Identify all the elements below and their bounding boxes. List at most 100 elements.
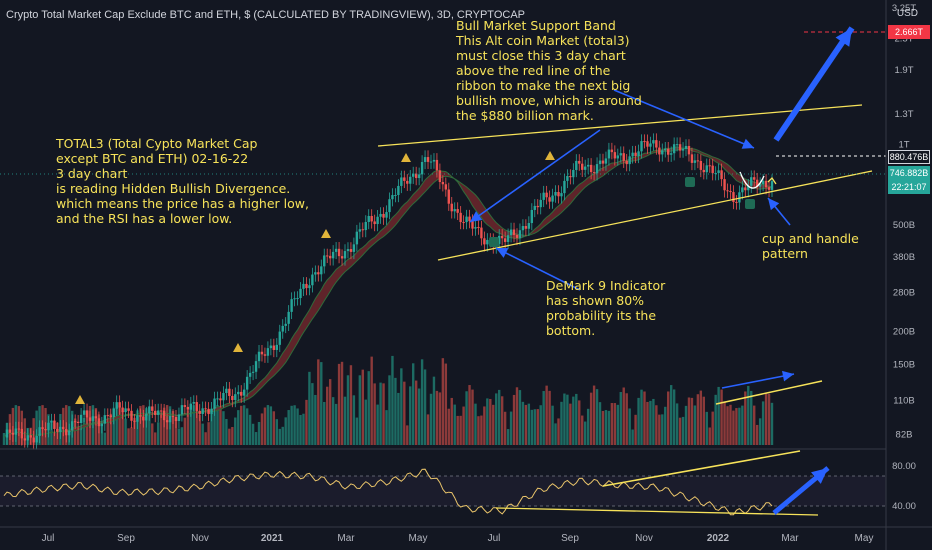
- warning-marker: [75, 395, 85, 404]
- candle-body: [770, 181, 774, 190]
- candle-body: [572, 169, 575, 178]
- candle-body: [601, 160, 605, 164]
- candle-body: [646, 141, 649, 147]
- candle-body: [320, 266, 323, 275]
- candle-body: [640, 141, 643, 152]
- volume-bar: [761, 401, 765, 445]
- candle-body: [225, 388, 228, 393]
- volume-bar: [414, 380, 418, 445]
- candle-body: [649, 143, 652, 147]
- candle-body: [251, 371, 255, 373]
- warning-marker: [401, 153, 411, 162]
- volume-arrow-shaft: [721, 373, 795, 389]
- volume-bar: [355, 417, 359, 445]
- candle-body: [240, 391, 243, 396]
- candle-body: [444, 184, 448, 190]
- candle-body: [578, 160, 581, 164]
- volume-bar: [583, 421, 587, 445]
- candle-body: [142, 416, 145, 421]
- volume-bar: [391, 355, 394, 445]
- candle-body: [136, 415, 139, 422]
- candle-body: [38, 427, 41, 436]
- rsi-line: [3, 468, 773, 516]
- candle-body: [542, 192, 545, 200]
- candle-body: [97, 418, 101, 427]
- time-axis-label: May: [409, 533, 428, 544]
- candle-body: [414, 173, 418, 179]
- candle-body: [231, 395, 234, 401]
- candle-body: [349, 249, 353, 252]
- candle-body: [672, 144, 676, 154]
- warning-marker: [321, 229, 331, 238]
- candle-body: [616, 155, 620, 159]
- price-axis-label: 82B: [896, 430, 913, 441]
- volume-bar: [210, 413, 213, 445]
- volume-bar: [705, 411, 708, 445]
- volume-bar: [560, 401, 563, 445]
- candle-body: [186, 406, 190, 410]
- candle-body: [474, 227, 477, 229]
- volume-bar: [735, 408, 738, 445]
- volume-trend-line: [715, 380, 823, 405]
- volume-bar: [539, 405, 542, 445]
- volume-bar: [592, 385, 596, 445]
- candle-body: [767, 187, 771, 190]
- candle-body: [340, 256, 344, 259]
- candle-body: [367, 215, 370, 222]
- candle-body: [201, 408, 204, 415]
- volume-bar: [320, 362, 323, 445]
- volume-bar: [720, 389, 723, 445]
- volume-bar: [601, 410, 605, 445]
- volume-bar: [423, 369, 427, 445]
- volume-bar: [521, 401, 525, 445]
- volume-bar: [171, 411, 175, 445]
- volume-bar: [631, 429, 634, 445]
- volume-bar: [684, 405, 688, 445]
- time-axis-label: 2021: [261, 533, 284, 544]
- candle-body: [385, 212, 388, 218]
- volume-bar: [373, 383, 376, 445]
- cup-arrow: [767, 197, 791, 226]
- candle-body: [441, 182, 445, 185]
- volume-bar: [711, 411, 714, 445]
- volume-bar: [174, 418, 178, 445]
- volume-bar: [575, 393, 578, 445]
- volume-bar: [403, 381, 406, 445]
- candle-body: [323, 255, 326, 267]
- candle-body: [5, 429, 9, 438]
- candle-body: [358, 229, 362, 232]
- volume-bar: [299, 414, 302, 445]
- volume-bar: [708, 427, 711, 445]
- volume-bar: [260, 413, 264, 445]
- volume-bar: [257, 421, 261, 445]
- candle-body: [334, 248, 338, 252]
- volume-bar: [228, 428, 231, 445]
- chart-title: Crypto Total Market Cap Exclude BTC and …: [6, 9, 525, 21]
- volume-bar: [186, 410, 190, 445]
- candle-body: [661, 150, 664, 155]
- candle-body: [305, 283, 308, 289]
- candle-body: [118, 402, 121, 408]
- volume-bar: [696, 394, 700, 445]
- volume-bar: [699, 390, 703, 445]
- volume-bar: [237, 410, 240, 445]
- candle-body: [465, 216, 468, 223]
- candle-body: [548, 197, 551, 202]
- candle-body: [207, 408, 210, 415]
- candle-body: [459, 212, 462, 223]
- volume-bar: [231, 427, 234, 445]
- candle-body: [471, 221, 474, 229]
- candle-body: [145, 413, 148, 421]
- volume-bar: [551, 405, 554, 445]
- time-axis-label: Nov: [191, 533, 209, 544]
- candle-body: [139, 415, 142, 417]
- candle-body: [423, 157, 427, 162]
- candle-body: [17, 428, 21, 430]
- candle-body: [634, 152, 637, 156]
- candle-body: [669, 153, 673, 155]
- volume-bar: [646, 401, 649, 445]
- volume-bar: [598, 402, 602, 445]
- volume-bar: [311, 383, 314, 445]
